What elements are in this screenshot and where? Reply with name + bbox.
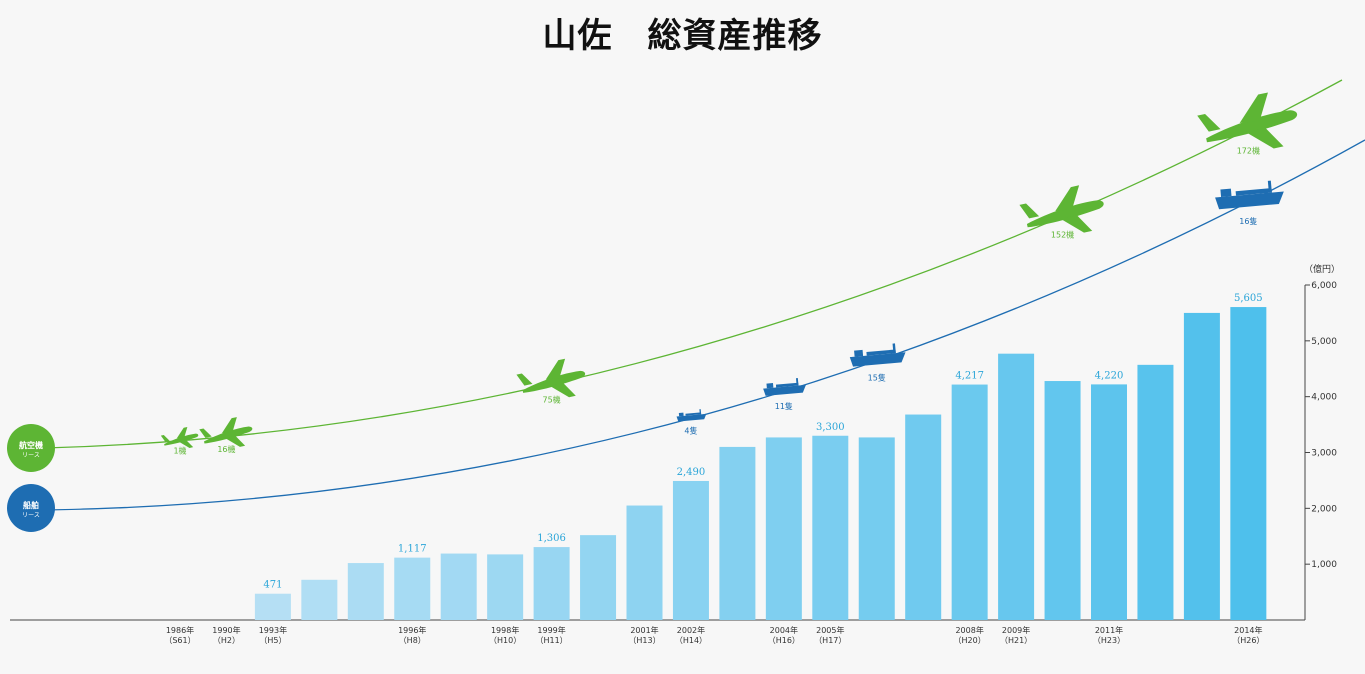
x-year-label: 1998年 — [491, 625, 519, 635]
y-tick-label: 3,000 — [1311, 449, 1337, 459]
ship-count-label: 11隻 — [775, 401, 793, 411]
bar-value-label: 5,605 — [1234, 293, 1263, 304]
aircraft-count-label: 75機 — [543, 394, 561, 404]
bar — [1183, 312, 1220, 620]
ship-icon — [1214, 179, 1285, 210]
y-tick-label: 5,000 — [1311, 337, 1337, 347]
bar — [951, 384, 988, 620]
x-year-label: 1986年 — [166, 625, 194, 635]
ship-lease-curve — [44, 139, 1365, 511]
x-era-label: （H20） — [954, 636, 986, 645]
aircraft-count-label: 172機 — [1237, 145, 1260, 155]
bar-value-label: 4,217 — [955, 371, 984, 382]
aircraft-lease-badge-sublabel: リース — [22, 452, 40, 459]
bar-value-label: 471 — [263, 580, 282, 591]
x-year-label: 2008年 — [955, 625, 983, 635]
x-era-label: （H8） — [399, 636, 426, 645]
y-tick-label: 2,000 — [1311, 504, 1337, 514]
x-year-label: 2004年 — [770, 625, 798, 635]
bar — [580, 535, 617, 620]
x-year-label: 1996年 — [398, 625, 426, 635]
x-year-label: 2001年 — [630, 625, 658, 635]
y-tick-label: 6,000 — [1311, 281, 1337, 291]
aircraft-lease-badge-label: 航空機 — [19, 440, 43, 450]
bar-value-label: 1,117 — [398, 544, 427, 555]
ship-count-label: 16隻 — [1239, 216, 1257, 226]
bar — [254, 593, 291, 620]
bar — [998, 353, 1035, 620]
x-era-label: （H11） — [535, 636, 567, 645]
x-year-label: 2005年 — [816, 625, 844, 635]
bar — [440, 553, 477, 620]
x-era-label: （H10） — [489, 636, 521, 645]
aircraft-count-label: 152機 — [1051, 230, 1074, 240]
ship-lease-badge-circle — [7, 484, 55, 532]
y-tick-label: 1,000 — [1311, 560, 1337, 570]
x-era-label: （H13） — [628, 636, 660, 645]
bar — [533, 547, 570, 620]
x-era-label: （H21） — [1000, 636, 1032, 645]
aircraft-lease-badge-circle — [7, 424, 55, 472]
bar — [487, 554, 524, 620]
ship-icon — [762, 377, 807, 397]
x-year-label: 1999年 — [537, 625, 565, 635]
ship-count-label: 4隻 — [684, 426, 697, 436]
bar — [765, 437, 802, 620]
bar-value-label: 4,220 — [1095, 370, 1124, 381]
ship-count-label: 15隻 — [868, 373, 886, 383]
bar — [1230, 307, 1267, 620]
x-year-label: 1990年 — [212, 625, 240, 635]
ship-icon — [848, 342, 907, 367]
x-era-label: （H14） — [675, 636, 707, 645]
bar-value-label: 3,300 — [816, 422, 845, 433]
x-era-label: （H16） — [768, 636, 800, 645]
x-era-label: （H2） — [213, 636, 240, 645]
bar — [858, 437, 895, 620]
x-era-label: （H23） — [1093, 636, 1125, 645]
y-tick-label: 4,000 — [1311, 393, 1337, 403]
aircraft-lease-curve — [44, 79, 1343, 449]
bar — [672, 480, 709, 620]
x-year-label: 1993年 — [259, 625, 287, 635]
bar — [347, 563, 384, 620]
x-year-label: 2002年 — [677, 625, 705, 635]
bar-value-label: 1,306 — [537, 533, 566, 544]
bar — [626, 505, 663, 620]
bar — [1091, 384, 1127, 620]
aircraft-count-label: 16機 — [217, 444, 235, 454]
bar — [719, 446, 756, 620]
bar-value-label: 2,490 — [677, 467, 706, 478]
bar — [905, 414, 942, 620]
x-era-label: （H26） — [1232, 636, 1264, 645]
x-year-label: 2011年 — [1095, 625, 1123, 635]
bar — [301, 579, 338, 620]
bar — [1044, 381, 1081, 620]
page-title: 山佐 総資産推移 — [542, 16, 823, 56]
bar — [394, 557, 431, 620]
x-year-label: 2014年 — [1234, 625, 1262, 635]
bar — [812, 435, 849, 620]
x-era-label: （S61） — [164, 636, 195, 645]
x-year-label: 2009年 — [1002, 625, 1030, 635]
y-unit-label: （億円） — [1304, 263, 1340, 275]
aircraft-count-label: 1機 — [173, 446, 186, 456]
ship-icon — [676, 408, 707, 422]
bar — [1137, 364, 1174, 620]
x-era-label: （H17） — [814, 636, 846, 645]
ship-lease-badge-label: 船舶 — [23, 500, 39, 510]
x-era-label: （H5） — [259, 636, 286, 645]
ship-lease-badge-sublabel: リース — [22, 512, 40, 519]
